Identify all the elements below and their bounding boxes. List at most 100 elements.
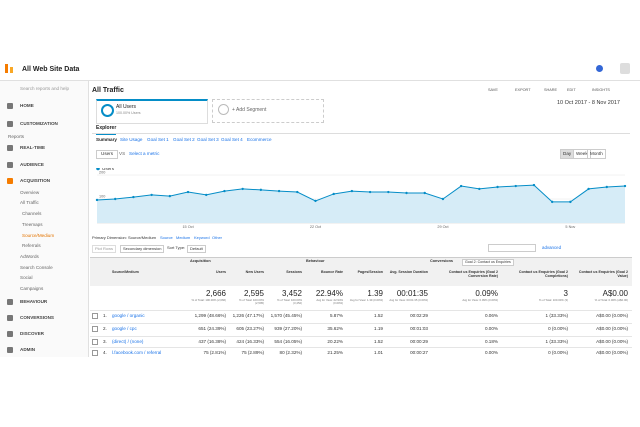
nav-item[interactable]: ADMIN xyxy=(20,347,36,352)
dimension-option[interactable]: Keyword xyxy=(194,235,210,240)
row-index: 3. xyxy=(103,339,107,344)
secondary-dimension[interactable]: Secondary dimension xyxy=(120,245,165,253)
data-point xyxy=(259,188,263,192)
granularity-button[interactable]: Week xyxy=(573,149,591,159)
data-point xyxy=(350,189,354,193)
source-medium[interactable]: google / organic xyxy=(112,313,145,318)
dimension-option[interactable]: Other xyxy=(212,235,223,240)
nav-item[interactable]: AdWords xyxy=(20,254,39,259)
nav-item[interactable]: Overview xyxy=(20,190,40,195)
toolbar-button[interactable]: EDIT xyxy=(567,88,576,92)
row-checkbox[interactable] xyxy=(92,326,98,332)
subtab[interactable]: Summary xyxy=(96,137,117,142)
nav-item[interactable]: REAL-TIME xyxy=(20,145,46,150)
nav-item[interactable]: DISCOVER xyxy=(20,331,44,336)
row-checkbox[interactable] xyxy=(92,313,98,319)
compare-metric[interactable]: Select a metric xyxy=(129,151,160,156)
nav-item[interactable]: AUDIENCE xyxy=(20,162,44,167)
source-medium[interactable]: (direct) / (none) xyxy=(112,339,144,344)
sort-select[interactable]: Default xyxy=(187,245,206,253)
data-point xyxy=(532,183,536,187)
cell: A$0.00 (0.00%) xyxy=(596,350,628,355)
subtab[interactable]: Ecommerce xyxy=(247,137,272,142)
total-value: 22.94% xyxy=(315,289,343,298)
column-header[interactable]: Users xyxy=(216,270,226,274)
nav-item[interactable]: BEHAVIOUR xyxy=(20,299,48,304)
column-header[interactable]: Avg. Session Duration xyxy=(389,270,428,274)
data-point xyxy=(277,189,281,193)
nav-item[interactable]: All Traffic xyxy=(20,200,39,205)
row-rule xyxy=(90,310,632,311)
toolbar-button[interactable]: EXPORT xyxy=(515,88,531,92)
nav-item[interactable]: Treemaps xyxy=(22,222,43,227)
subtab[interactable]: Goal Set 4 xyxy=(221,137,243,142)
data-point xyxy=(114,197,117,201)
column-header[interactable]: New Users xyxy=(245,270,264,274)
add-segment[interactable]: + Add Segment xyxy=(232,107,267,113)
nav-item[interactable]: Reports xyxy=(8,134,25,139)
source-medium[interactable]: l.facebook.com / referral xyxy=(112,350,162,355)
nav-icon xyxy=(7,103,13,109)
nav-item[interactable]: Source/Medium xyxy=(22,233,55,238)
group-header: Acquisition xyxy=(190,259,211,263)
metric-select[interactable]: Users xyxy=(96,150,118,159)
nav-icon xyxy=(7,315,13,321)
segment-box xyxy=(96,99,208,124)
property-name[interactable]: All Web Site Data xyxy=(22,66,80,73)
column-header[interactable]: Sessions xyxy=(286,270,302,274)
nav-item[interactable]: Campaigns xyxy=(20,286,44,291)
row-checkbox[interactable] xyxy=(92,339,98,345)
user-avatar[interactable] xyxy=(620,63,630,74)
column-header[interactable]: Contact us Enquiries (Goal 2 Completions… xyxy=(518,270,568,278)
cell: 1.52 xyxy=(374,313,383,318)
data-point xyxy=(223,189,226,193)
date-range[interactable]: 10 Oct 2017 - 8 Nov 2017 xyxy=(557,100,620,106)
toolbar-button[interactable]: SHARE xyxy=(544,88,558,92)
dimension-option[interactable]: Source xyxy=(160,235,173,240)
column-header[interactable]: Contact us Enquiries (Goal 2 Conversion … xyxy=(448,270,498,278)
data-point xyxy=(296,190,299,194)
row-checkbox[interactable] xyxy=(92,350,98,356)
nav-item[interactable]: HOME xyxy=(20,103,34,108)
column-header[interactable]: Contact us Enquiries (Goal 2 Value) xyxy=(578,270,628,278)
table-search[interactable] xyxy=(488,244,536,252)
column-header[interactable]: Bounce Rate xyxy=(321,270,343,274)
nav-item[interactable]: Channels xyxy=(22,211,42,216)
subtab[interactable]: Goal Set 3 xyxy=(197,137,219,142)
cell: 1,570 (45.45%) xyxy=(270,313,302,318)
toolbar-button[interactable]: INSIGHTS xyxy=(592,88,610,92)
goal-select[interactable]: Goal 2: Contact us Enquiries xyxy=(462,259,514,266)
line xyxy=(96,184,626,203)
subtab[interactable]: Goal Set 1 xyxy=(147,137,169,142)
dimension-option[interactable]: Medium xyxy=(176,235,191,240)
advanced-link[interactable]: advanced xyxy=(542,245,562,250)
group-header: Behaviour xyxy=(306,259,325,263)
notification-icon[interactable] xyxy=(596,65,603,72)
plot-rows[interactable]: Plot Rows xyxy=(92,245,117,253)
column-header[interactable]: Pages/Session xyxy=(357,270,383,274)
toolbar-button[interactable]: SAVE xyxy=(488,88,498,92)
nav-item[interactable]: ACQUISITION xyxy=(20,178,51,183)
search-box[interactable]: Search reports and help xyxy=(20,86,70,91)
data-point xyxy=(387,190,390,194)
cell: 80 (2.32%) xyxy=(279,350,302,355)
segment-name[interactable]: All Users xyxy=(116,104,137,110)
cell: 424 (16.33%) xyxy=(236,339,264,344)
granularity-button[interactable]: Month xyxy=(587,149,606,159)
cell: 554 (16.05%) xyxy=(274,339,302,344)
total-value: A$0.00 xyxy=(602,289,628,298)
subtab[interactable]: Site Usage xyxy=(120,137,143,142)
nav-item[interactable]: Search Console xyxy=(20,265,53,270)
cell: 1.52 xyxy=(374,339,383,344)
subtab[interactable]: Goal Set 2 xyxy=(173,137,195,142)
data-point xyxy=(241,187,244,191)
nav-item[interactable]: Social xyxy=(20,275,33,280)
nav-item[interactable]: CUSTOMIZATION xyxy=(20,121,58,126)
column-header[interactable]: Source/Medium xyxy=(112,270,139,274)
dimension-option[interactable]: Source/Medium xyxy=(128,235,157,240)
total-note: % of Total: 100.00% (3,452) xyxy=(277,298,302,305)
tab[interactable]: Explorer xyxy=(96,126,117,135)
nav-item[interactable]: CONVERSIONS xyxy=(20,315,54,320)
nav-item[interactable]: Referrals xyxy=(22,243,41,248)
source-medium[interactable]: google / cpc xyxy=(112,326,137,331)
